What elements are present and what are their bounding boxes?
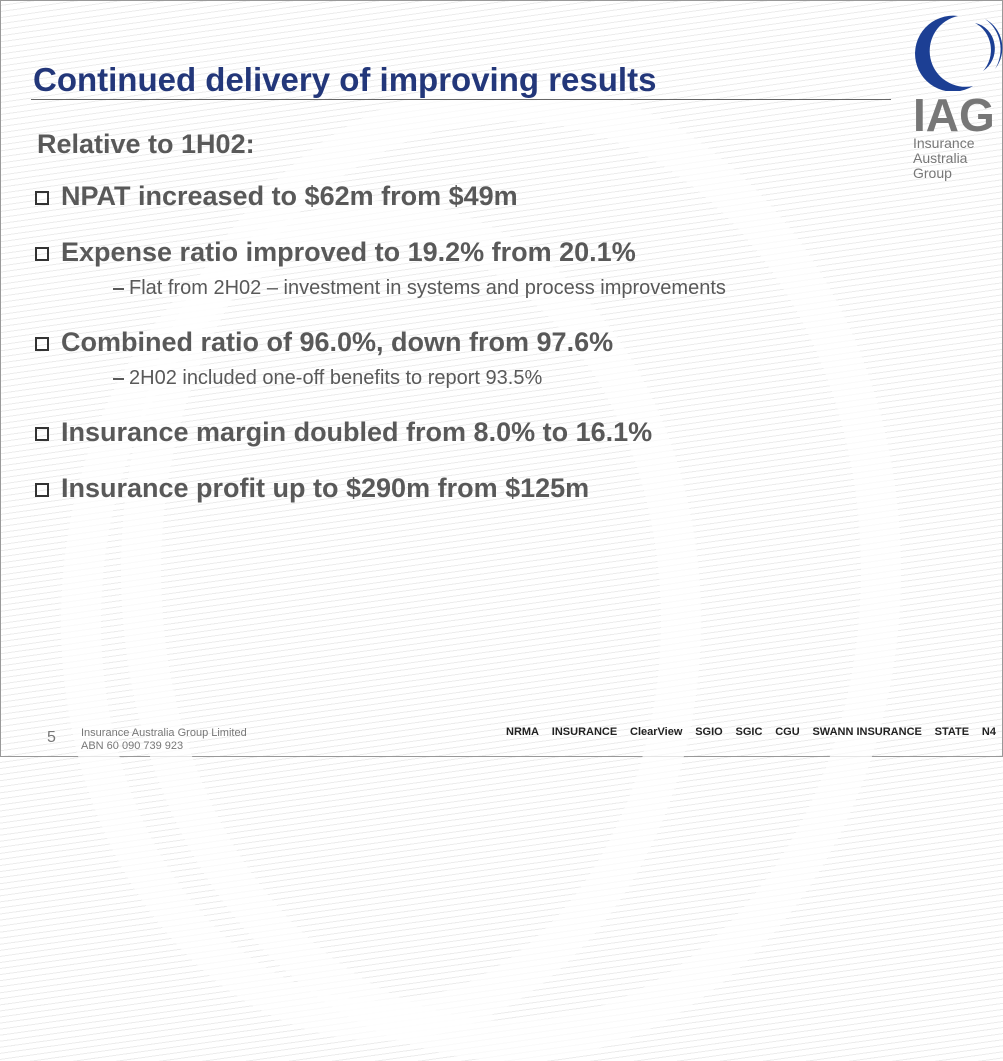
sub-bullet-dash — [113, 288, 124, 290]
sub-bullet-dash — [113, 378, 124, 380]
brand-logo: STATE — [935, 726, 969, 738]
bullet-box — [35, 247, 49, 261]
bullet-box — [35, 337, 49, 351]
logo-line: Australia — [913, 151, 1003, 166]
brand-row: NRMA INSURANCE ClearView SGIO SGIC CGU SWANN I… — [506, 716, 996, 748]
footer-company: Insurance Australia Group Limited — [81, 727, 247, 739]
bullet-text: Expense ratio improved to 19.2% from 20.… — [61, 237, 636, 267]
sub-bullet: Flat from 2H02 – investment in systems a… — [61, 273, 829, 303]
sub-bullet-text: 2H02 included one-off benefits to report… — [129, 367, 542, 389]
bullet: Insurance profit up to $290m from $125m — [35, 471, 835, 505]
sub-bullet-text: Flat from 2H02 – investment in systems a… — [129, 277, 726, 299]
bullet: Expense ratio improved to 19.2% from 20.… — [35, 235, 835, 303]
bullet-list: NPAT increased to $62m from $49m Expense … — [35, 179, 835, 527]
brand-logo: SWANN INSURANCE — [812, 726, 921, 738]
brand-logo: INSURANCE — [552, 726, 617, 738]
brand-logo: NRMA — [506, 726, 539, 738]
brand-logo: N4 — [982, 726, 996, 738]
logo-mark — [913, 11, 1003, 91]
brand-logo: SGIC — [736, 726, 763, 738]
page-number: 5 — [47, 729, 56, 747]
bullet-text: Insurance margin doubled from 8.0% to 16… — [61, 417, 652, 447]
bullet-box — [35, 427, 49, 441]
subtitle: Relative to 1H02: — [37, 129, 255, 160]
bullet-text: Combined ratio of 96.0%, down from 97.6% — [61, 327, 613, 357]
bullet-text: Insurance profit up to $290m from $125m — [61, 473, 589, 503]
sub-bullet: 2H02 included one-off benefits to report… — [61, 363, 829, 393]
bullet-box — [35, 483, 49, 497]
bullet-box — [35, 191, 49, 205]
slide: Continued delivery of improving results … — [0, 0, 1003, 757]
bullet: NPAT increased to $62m from $49m — [35, 179, 835, 213]
slide-title: Continued delivery of improving results — [33, 61, 656, 99]
brand-logo: CGU — [775, 726, 799, 738]
title-rule — [31, 99, 891, 100]
bullet: Insurance margin doubled from 8.0% to 16… — [35, 415, 835, 449]
page: Continued delivery of improving results … — [0, 0, 1003, 757]
logo: IAG Insurance Australia Group — [913, 11, 1003, 181]
brand-logo: ClearView — [630, 726, 682, 738]
brand-logo: SGIO — [695, 726, 723, 738]
bullet: Combined ratio of 96.0%, down from 97.6%… — [35, 325, 835, 393]
footer-abn: ABN 60 090 739 923 — [81, 740, 183, 752]
logo-text: IAG — [913, 94, 1003, 136]
bullet-text: NPAT increased to $62m from $49m — [61, 181, 518, 211]
logo-line: Group — [913, 166, 1003, 181]
